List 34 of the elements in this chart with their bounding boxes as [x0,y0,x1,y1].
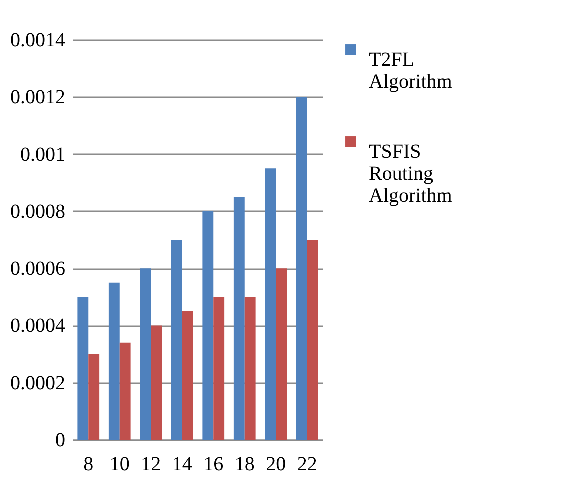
x-tick-label: 14 [172,454,192,476]
x-tick-label: 18 [234,454,255,476]
bar [214,297,225,440]
bar [140,268,152,440]
bar [202,211,214,440]
y-tick-label: 0.0012 [10,86,66,109]
bar [120,342,131,440]
y-tick-label: 0.0008 [10,200,66,223]
bar [108,282,120,440]
x-tick-label: 20 [266,454,286,476]
y-tick-label: 0.0002 [10,372,66,394]
bar [296,97,308,440]
x-tick-label: 8 [84,454,94,476]
y-tick-label: 0 [56,430,66,452]
legend-label: T2FL Algorithm [369,49,453,93]
bar [88,354,100,440]
bar [151,326,162,440]
bar [171,240,182,440]
bar [78,297,89,440]
bar [234,197,245,440]
x-tick-label: 22 [297,454,318,476]
bar [244,297,256,440]
bar [182,311,194,440]
x-tick-label: 16 [204,454,224,476]
bar [276,268,288,440]
y-tick-label: 0.001 [20,144,66,166]
y-tick-label: 0.0004 [10,315,66,338]
y-tick-label: 0.0006 [10,258,66,280]
legend-label: TSFIS Routing Algorithm [369,141,453,207]
bar [307,240,318,440]
bar [265,168,276,440]
y-tick-label: 0.0014 [10,30,66,52]
x-tick-label: 12 [141,454,162,476]
x-tick-label: 10 [110,454,130,476]
